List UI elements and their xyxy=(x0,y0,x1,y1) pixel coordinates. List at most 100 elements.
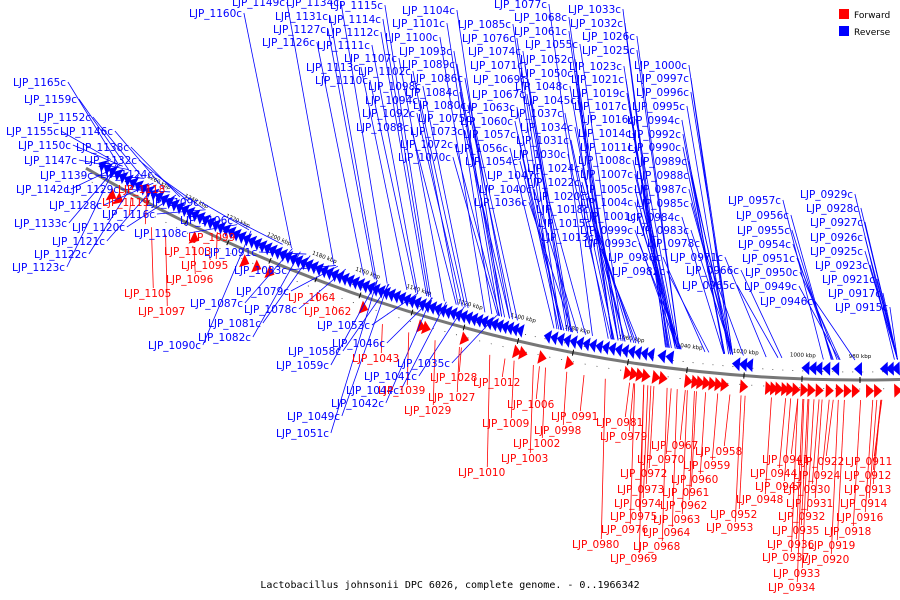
gene-label: LJP_1035c xyxy=(397,358,450,370)
leader-line xyxy=(252,251,301,338)
leader-line xyxy=(66,162,118,268)
legend-forward-swatch xyxy=(839,9,849,19)
gene-label: LJP_0992c xyxy=(628,129,681,141)
leader-line xyxy=(825,399,834,457)
gene-label: LJP_1009 xyxy=(482,418,529,430)
forward-gene-arrow xyxy=(769,381,779,396)
forward-gene-arrow xyxy=(708,376,717,391)
reverse-gene-arrow xyxy=(543,330,553,344)
reverse-gene-arrow xyxy=(263,242,273,256)
gene-label: LJP_1057c xyxy=(463,129,516,141)
leader-line xyxy=(836,399,845,541)
forward-gene-arrow xyxy=(459,331,470,345)
gene-label: LJP_1039 xyxy=(378,385,425,397)
leader-line xyxy=(524,64,570,332)
reverse-gene-arrow xyxy=(582,337,591,352)
leader-line xyxy=(624,382,631,418)
forward-gene-arrow xyxy=(691,374,700,389)
gene-label: LJP_0921c xyxy=(822,274,875,286)
reverse-gene-arrow xyxy=(356,278,366,292)
leader-line xyxy=(103,182,154,206)
reverse-gene-arrow xyxy=(808,361,817,376)
gene-label: LJP_1050c xyxy=(520,68,573,80)
reverse-gene-arrow xyxy=(304,259,314,273)
leader-line xyxy=(638,384,645,554)
leader-line xyxy=(380,324,383,354)
gene-label: LJP_1160c xyxy=(189,8,242,20)
leader-line xyxy=(564,112,609,339)
gene-label: LJP_1041c xyxy=(364,371,417,383)
gene-label: LJP_1017c xyxy=(574,101,627,113)
reverse-gene-arrow xyxy=(206,216,217,230)
kbp-tick-mark xyxy=(146,200,150,206)
reverse-gene-arrow xyxy=(621,344,630,358)
forward-gene-arrow xyxy=(792,382,801,397)
leader-line xyxy=(526,93,572,332)
kbp-tick-label: 1100 kbp xyxy=(510,313,537,325)
gene-label: LJP_1061c xyxy=(514,26,567,38)
leader-line xyxy=(60,130,112,160)
reverse-gene-arrow xyxy=(657,349,667,364)
gene-label: LJP_1033c xyxy=(568,4,621,16)
reverse-gene-arrow xyxy=(155,191,165,204)
reverse-gene-arrow xyxy=(346,274,355,288)
reverse-gene-arrow xyxy=(392,290,402,304)
gene-label: LJP_1026c xyxy=(582,31,635,43)
gene-label: LJP_0954c xyxy=(738,239,791,251)
leader-line xyxy=(783,398,792,482)
gene-label: LJP_0968 xyxy=(633,541,680,553)
reverse-gene-arrow xyxy=(614,343,623,357)
reverse-gene-arrow xyxy=(480,315,489,329)
forward-gene-arrow xyxy=(800,382,809,397)
gene-label: LJP_1010 xyxy=(458,467,505,479)
leader-line xyxy=(790,398,799,455)
leader-line xyxy=(666,270,710,353)
gene-label: LJP_0952 xyxy=(710,509,757,521)
leader-line xyxy=(854,193,895,360)
forward-gene-arrow xyxy=(683,373,693,388)
gene-label: LJP_1031c xyxy=(516,135,569,147)
gene-label: LJP_0958 xyxy=(695,446,742,458)
gene-label: LJP_1103 xyxy=(164,246,211,258)
gene-label: LJP_1027 xyxy=(428,392,475,404)
gene-label: LJP_0985c xyxy=(636,198,689,210)
leader-line xyxy=(634,173,678,349)
forward-gene-arrow xyxy=(764,381,774,396)
leader-line xyxy=(464,130,510,319)
gene-label: LJP_1113c xyxy=(306,62,359,74)
reverse-gene-arrow xyxy=(397,291,407,306)
gene-label: LJP_1019c xyxy=(572,88,625,100)
leader-line xyxy=(150,227,154,289)
gene-label: LJP_1079c xyxy=(236,286,289,298)
leader-line xyxy=(814,399,823,499)
leader-line xyxy=(106,184,157,242)
gene-label: LJP_1097 xyxy=(138,306,185,318)
gene-label: LJP_1099 xyxy=(188,232,235,244)
leader-line xyxy=(419,99,466,308)
forward-gene-arrow xyxy=(874,383,883,398)
gene-label: LJP_1086c xyxy=(410,73,463,85)
leader-line xyxy=(371,44,419,294)
reverse-gene-arrow xyxy=(505,321,515,336)
gene-label: LJP_0986c xyxy=(608,252,661,264)
legend-reverse-swatch xyxy=(839,26,849,36)
leader-line xyxy=(453,50,500,316)
leader-line xyxy=(78,98,129,170)
kbp-tick-mark xyxy=(184,219,188,226)
forward-gene-arrow xyxy=(807,383,816,398)
reverse-gene-arrow xyxy=(744,358,754,373)
reverse-gene-arrow xyxy=(640,347,649,361)
kbp-tick-mark xyxy=(410,309,414,316)
gene-label: LJP_0983c xyxy=(636,225,689,237)
forward-gene-arrow xyxy=(564,355,574,370)
reverse-gene-arrow xyxy=(407,295,417,309)
reverse-gene-arrow xyxy=(576,336,585,351)
leader-line xyxy=(454,143,501,317)
gene-label: LJP_1076c xyxy=(462,33,515,45)
leader-line xyxy=(711,393,719,461)
leader-line xyxy=(467,104,513,320)
leader-line xyxy=(541,367,546,439)
gene-label: LJP_0991 xyxy=(551,411,598,423)
forward-gene-arrow xyxy=(641,368,651,383)
reverse-gene-arrow xyxy=(150,188,160,202)
